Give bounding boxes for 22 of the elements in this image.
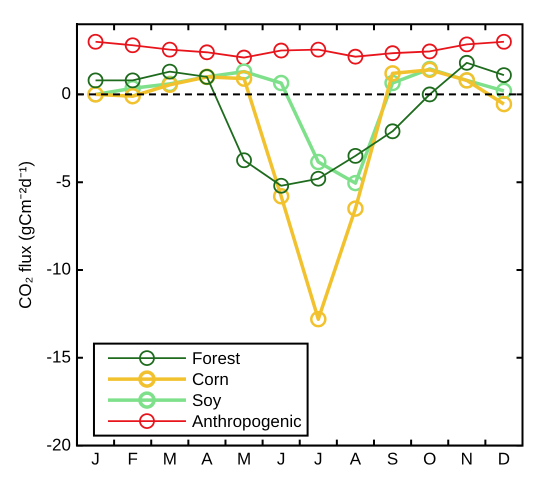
x-tick-label: M — [162, 449, 177, 468]
x-tick-label: M — [236, 449, 252, 468]
x-tick-label: D — [498, 449, 510, 468]
x-tick-label: J — [276, 449, 286, 468]
y-axis-title: CO₂ flux (gCm⁻²d⁻¹) — [16, 160, 35, 309]
x-tick-label: J — [91, 449, 100, 468]
x-tick-label: N — [460, 449, 473, 468]
y-tick-label: -10 — [46, 260, 71, 279]
legend-label: Forest — [192, 348, 240, 368]
x-tick-label: J — [314, 449, 323, 468]
y-tick-label: 0 — [62, 84, 71, 104]
x-tick-label: O — [423, 449, 436, 468]
y-tick-label: -20 — [46, 435, 71, 454]
y-tick-label: -15 — [46, 347, 71, 366]
legend-label: Soy — [192, 390, 222, 410]
legend-label: Anthropogenic — [192, 412, 302, 431]
x-tick-label: F — [127, 449, 138, 468]
x-tick-label: A — [201, 449, 214, 468]
y-tick-label: -5 — [56, 172, 71, 191]
legend-label: Corn — [192, 370, 229, 389]
x-tick-label: A — [350, 449, 362, 468]
x-tick-label: S — [386, 449, 398, 468]
